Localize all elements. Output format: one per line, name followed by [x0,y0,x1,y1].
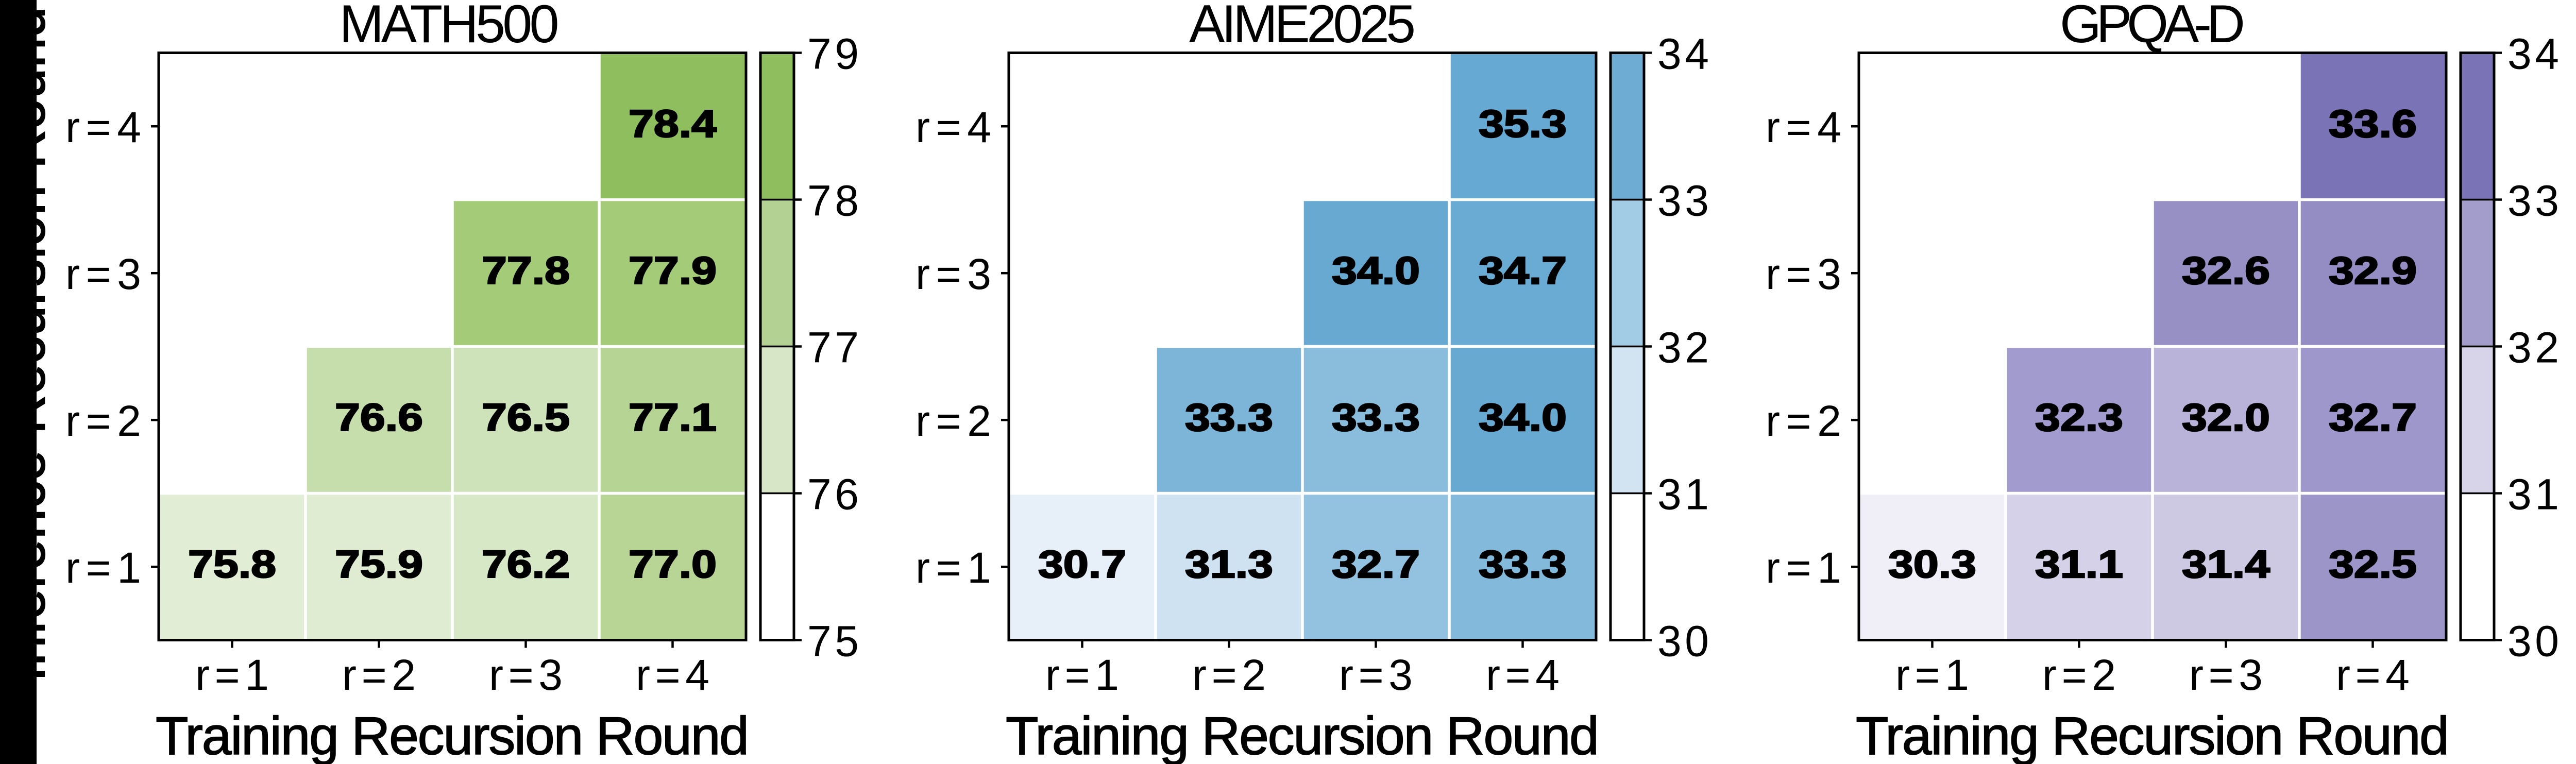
svg-text:r=1: r=1 [1045,651,1119,699]
svg-text:33.3: 33.3 [1479,542,1567,586]
svg-text:34.0: 34.0 [1479,396,1567,439]
svg-text:r=3: r=3 [489,651,563,699]
svg-text:r=2: r=2 [1766,397,1841,445]
svg-text:r=2: r=2 [65,397,141,445]
svg-text:31.3: 31.3 [1185,542,1273,586]
svg-text:77.1: 77.1 [629,396,717,439]
svg-text:AIME2025: AIME2025 [1189,0,1416,54]
svg-text:33.3: 33.3 [1332,396,1420,439]
svg-text:34.0: 34.0 [1332,249,1420,292]
svg-text:32.6: 32.6 [2182,249,2270,292]
svg-text:30.3: 30.3 [1888,542,1976,586]
svg-text:r=2: r=2 [342,651,416,699]
svg-text:r=4: r=4 [636,651,709,699]
svg-text:r=3: r=3 [2189,651,2263,699]
svg-text:r=1: r=1 [195,651,269,699]
svg-text:77.0: 77.0 [629,542,717,586]
svg-text:76.6: 76.6 [335,396,423,439]
svg-text:r=4: r=4 [65,103,141,151]
svg-text:35.3: 35.3 [1479,102,1567,145]
svg-text:r=2: r=2 [1192,651,1266,699]
svg-text:r=1: r=1 [916,544,991,592]
svg-text:76.2: 76.2 [482,542,570,586]
svg-text:r=3: r=3 [916,250,991,298]
svg-text:r=2: r=2 [2042,651,2116,699]
svg-text:r=4: r=4 [2336,651,2410,699]
svg-text:32.5: 32.5 [2329,542,2417,586]
svg-text:r=1: r=1 [65,544,141,592]
svg-text:33.6: 33.6 [2329,102,2417,145]
svg-text:32.7: 32.7 [2329,396,2417,439]
svg-text:77.8: 77.8 [482,249,570,292]
svg-text:Training Recursion Round: Training Recursion Round [1006,706,1599,764]
svg-text:77.9: 77.9 [629,249,717,292]
svg-text:r=3: r=3 [1766,250,1841,298]
svg-text:31.1: 31.1 [2035,542,2123,586]
svg-text:33.3: 33.3 [1185,396,1273,439]
svg-text:32.3: 32.3 [2035,396,2123,439]
svg-text:30.7: 30.7 [1038,542,1126,586]
svg-text:r=4: r=4 [916,103,991,151]
svg-text:75.9: 75.9 [335,542,423,586]
svg-text:75.8: 75.8 [188,542,276,586]
svg-text:r=3: r=3 [65,250,141,298]
svg-text:Training Recursion Round: Training Recursion Round [1856,706,2449,764]
svg-text:r=1: r=1 [1766,544,1841,592]
svg-text:r=1: r=1 [1895,651,1969,699]
svg-text:32.9: 32.9 [2329,249,2417,292]
svg-text:GPQA-D: GPQA-D [2060,0,2245,54]
svg-text:r=4: r=4 [1766,103,1841,151]
svg-text:r=2: r=2 [916,397,991,445]
svg-text:32.0: 32.0 [2182,396,2270,439]
svg-text:78.4: 78.4 [629,102,717,145]
svg-text:Training Recursion Round: Training Recursion Round [156,706,749,764]
svg-text:34.7: 34.7 [1479,249,1567,292]
svg-text:r=4: r=4 [1486,651,1560,699]
svg-text:MATH500: MATH500 [340,0,560,54]
svg-text:32.7: 32.7 [1332,542,1420,586]
svg-text:76.5: 76.5 [482,396,570,439]
svg-text:r=3: r=3 [1339,651,1413,699]
svg-text:31.4: 31.4 [2182,542,2270,586]
